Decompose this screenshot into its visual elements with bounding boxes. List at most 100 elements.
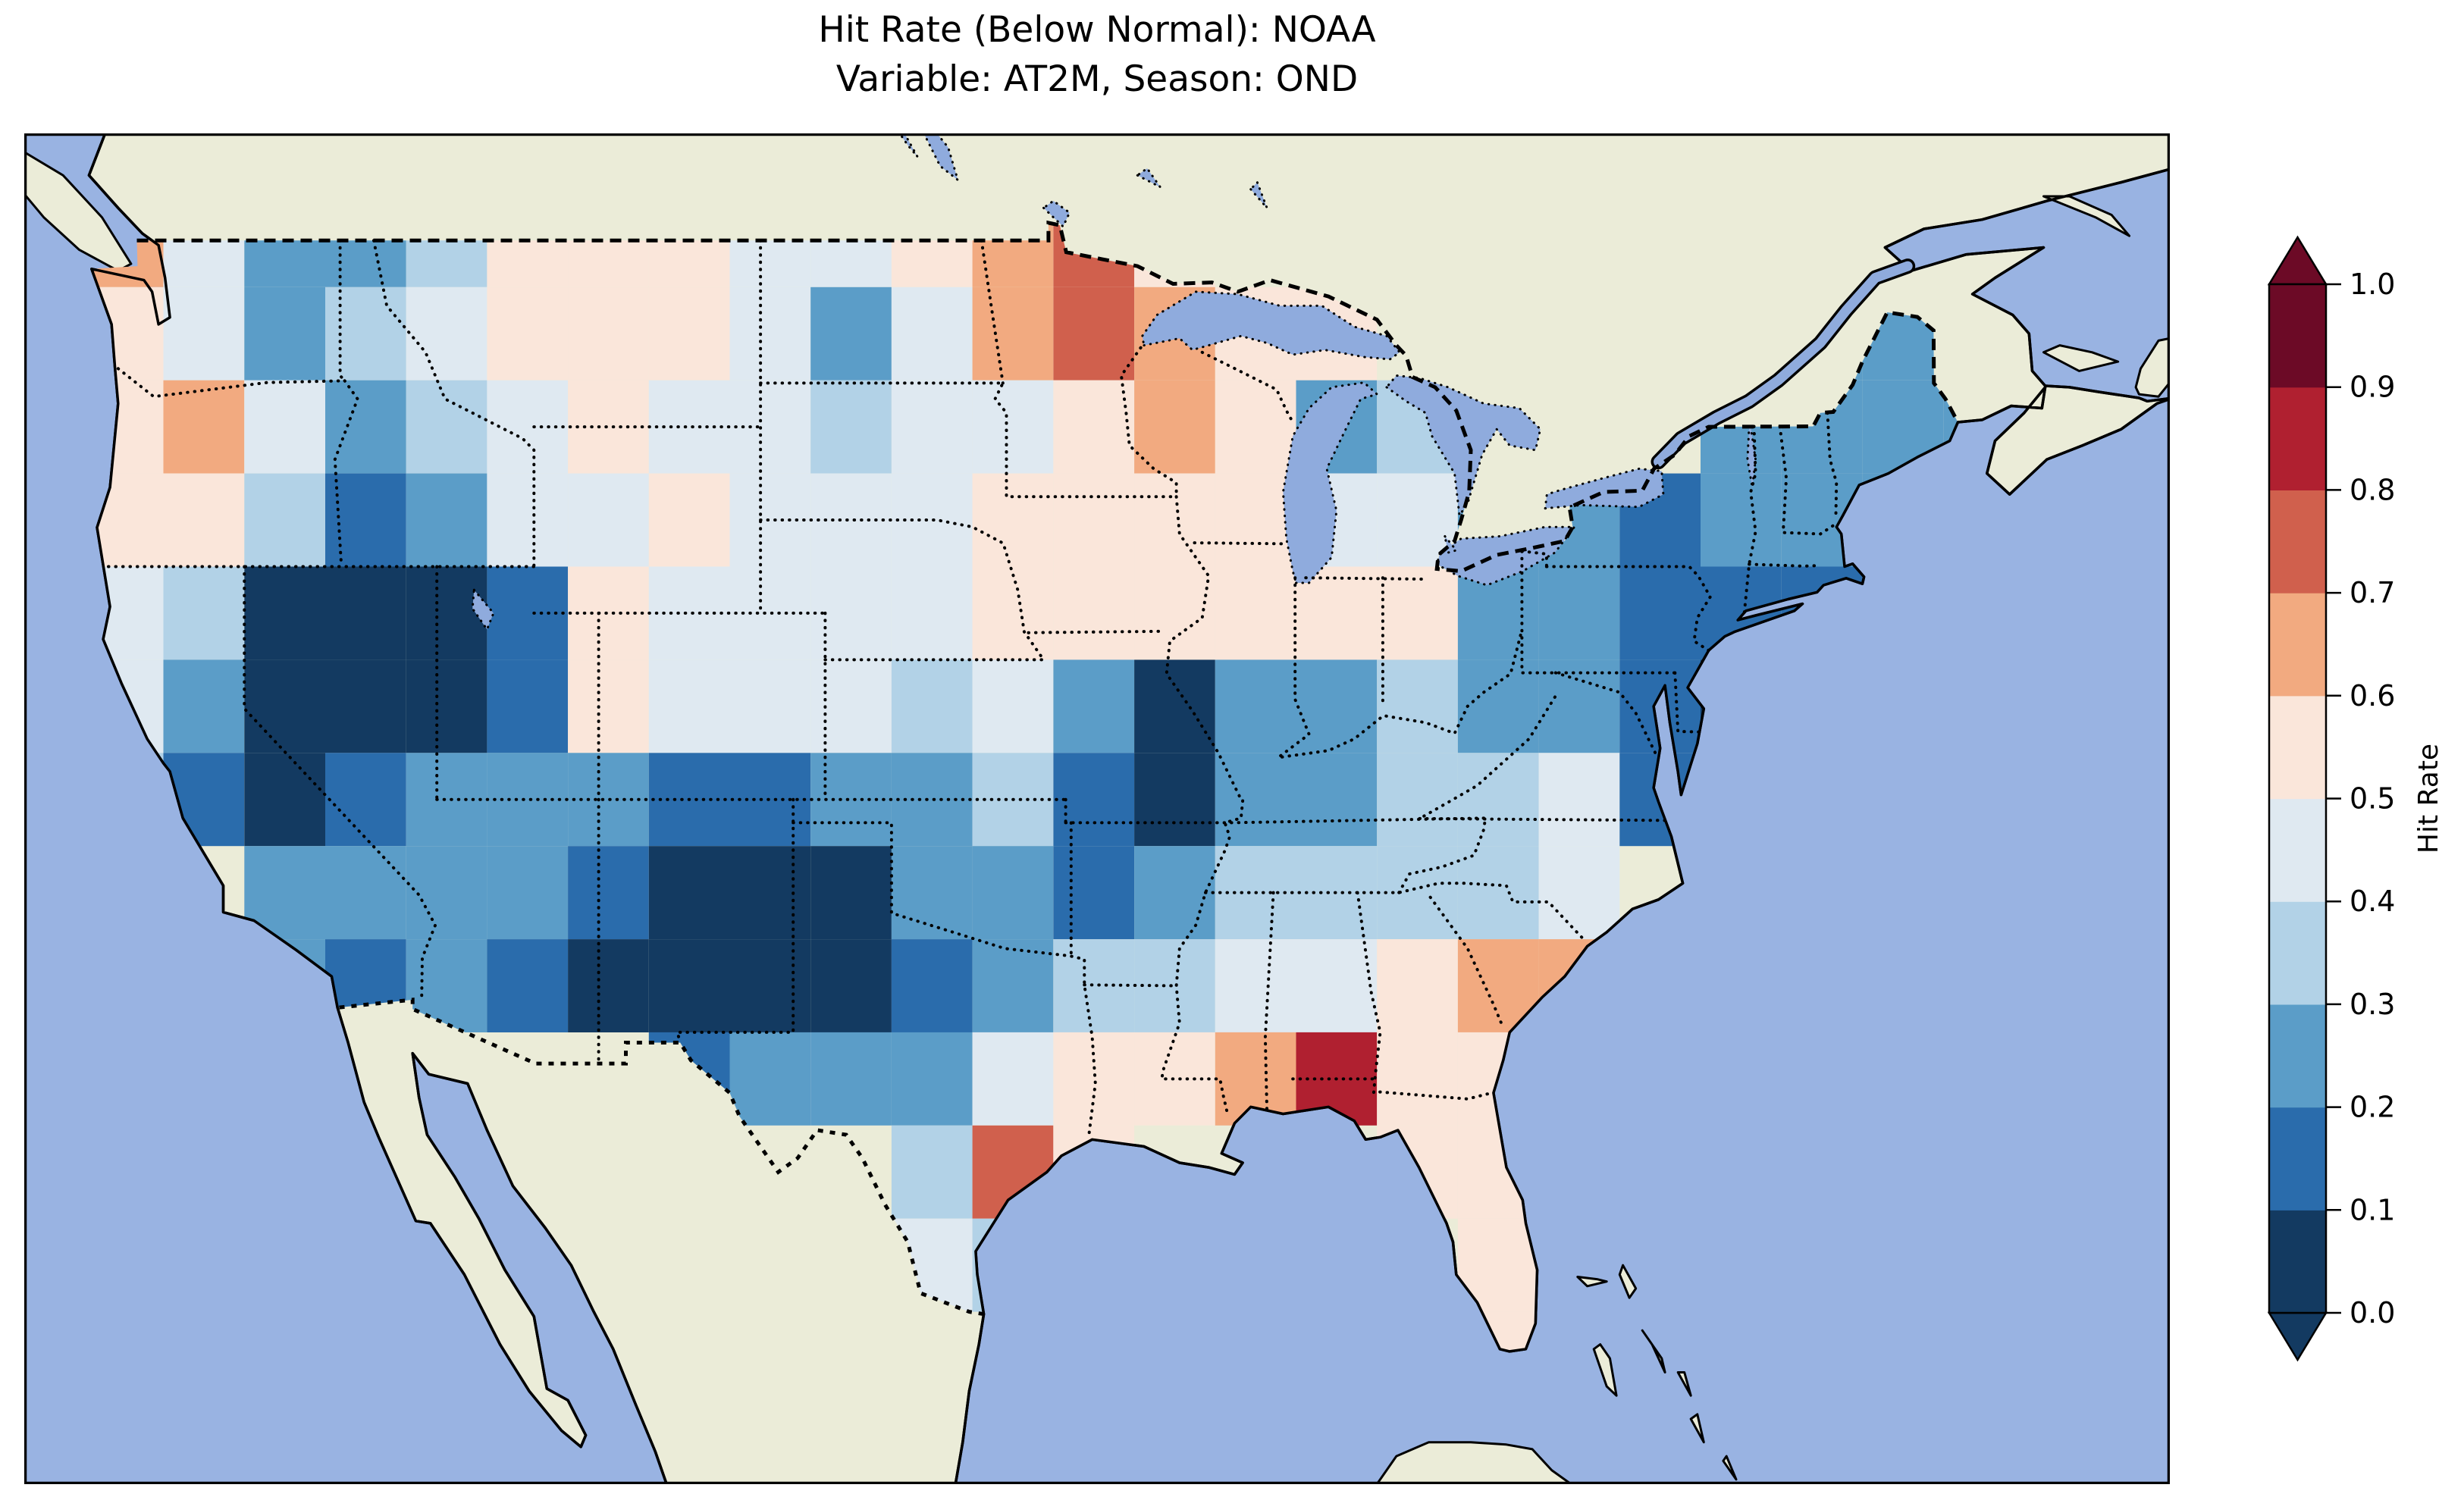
grid-cell [729, 659, 811, 753]
grid-cell [325, 659, 406, 753]
grid-cell [1296, 939, 1378, 1032]
state-border [1204, 882, 1588, 944]
state-border [676, 797, 795, 1045]
title-line-2: Variable: AT2M, Season: OND [835, 58, 1359, 100]
grid-cell [1053, 846, 1135, 940]
grid-cell [163, 473, 245, 567]
state-border [1553, 671, 1657, 755]
state-border [1544, 565, 1712, 653]
state-border [1520, 550, 1677, 675]
state-border [1397, 816, 1487, 894]
state-border [1277, 576, 1524, 760]
state-border [759, 518, 1045, 662]
grid-cell [1134, 846, 1215, 940]
lake [1435, 525, 1576, 587]
grid-cell [648, 566, 730, 660]
grid-cell [810, 846, 892, 940]
grid-cell [810, 939, 892, 1032]
grid-cell [648, 659, 730, 753]
lake [1385, 374, 1542, 517]
island [1375, 1441, 1575, 1484]
grid-cell [568, 659, 649, 753]
island [1641, 1329, 1666, 1373]
state-border [372, 239, 536, 568]
mexico-border [337, 998, 984, 1317]
grid-cell [1538, 753, 1620, 847]
grid-cell [648, 380, 730, 474]
island [1689, 1413, 1705, 1444]
grid-cell [1457, 846, 1539, 940]
colorbar-tick-label: 0.8 [2350, 473, 2395, 506]
grid-cell [810, 1032, 892, 1126]
grid-cell [1215, 380, 1296, 474]
grid-cell [1377, 566, 1458, 660]
grid-cell [487, 753, 569, 847]
grid-cell [325, 846, 406, 940]
grid-cell [163, 566, 245, 660]
grid-cell [406, 287, 487, 381]
grid-cell [1134, 753, 1215, 847]
lake [1141, 290, 1401, 361]
colorbar-over-arrow [2267, 235, 2328, 286]
grid-cell [1134, 939, 1215, 1032]
grid-cell [648, 287, 730, 381]
state-border [1120, 346, 1178, 499]
state-border [1418, 695, 1556, 820]
state-border [1778, 424, 1835, 536]
lake [1249, 181, 1268, 209]
grid-cell [1053, 659, 1135, 753]
grid-cell [1134, 659, 1215, 753]
grid-cell [972, 846, 1054, 940]
grid-cell [325, 566, 406, 660]
state-border [1160, 799, 1245, 1118]
coastline [87, 133, 2170, 1484]
grid-cell [972, 939, 1054, 1032]
grid-cell [163, 287, 245, 381]
colorbar-under-arrow [2267, 1311, 2328, 1362]
grid-cell [1215, 566, 1296, 660]
colorbar-bin [2269, 1004, 2326, 1108]
canada-border [136, 220, 1960, 574]
lake [1544, 467, 1665, 510]
grid-cell [487, 846, 569, 940]
grid-cell [487, 287, 569, 381]
grid-cell [891, 1125, 973, 1219]
state-border [1418, 816, 1673, 822]
state-border [1356, 891, 1494, 1101]
grid-cell [406, 566, 487, 660]
colorbar-bin [2269, 798, 2326, 902]
grid-cell [1377, 753, 1458, 847]
grid-cell [729, 287, 811, 381]
grid-cell [648, 473, 730, 567]
grid-cell [1134, 473, 1215, 567]
grid-cell [568, 846, 649, 940]
grid-cell [325, 380, 406, 474]
grid-cell [648, 846, 730, 940]
grid-cell [891, 287, 973, 381]
lake [923, 133, 959, 181]
map-frame [24, 133, 2170, 1484]
colorbar-tick-label: 0.7 [2350, 576, 2395, 609]
grid-cell [487, 473, 569, 567]
colorbar-axis-label: Hit Rate [2413, 744, 2444, 853]
grid-cell [891, 939, 973, 1032]
grid-cell [1377, 939, 1458, 1032]
grid-cell [1296, 753, 1378, 847]
grid-cell [244, 473, 325, 567]
state-border [1742, 424, 1757, 615]
grid-cell [244, 659, 325, 753]
state-border [1230, 816, 1487, 825]
grid-cell [1377, 659, 1458, 753]
grid-cell [729, 846, 811, 940]
colorbar-bin [2269, 901, 2326, 1005]
colorbar-tick-label: 0.2 [2350, 1091, 2395, 1124]
state-border [1748, 562, 1820, 568]
grid-cell [1053, 1032, 1135, 1126]
grid-cell [325, 287, 406, 381]
st-lawrence-river [1654, 261, 1913, 467]
grid-cell [244, 287, 325, 381]
grid-cell [568, 287, 649, 381]
grid-cell [406, 380, 487, 474]
page-title: Hit Rate (Below Normal): NOAA Variable: … [24, 6, 2170, 105]
grid-cell [1377, 1032, 1458, 1126]
